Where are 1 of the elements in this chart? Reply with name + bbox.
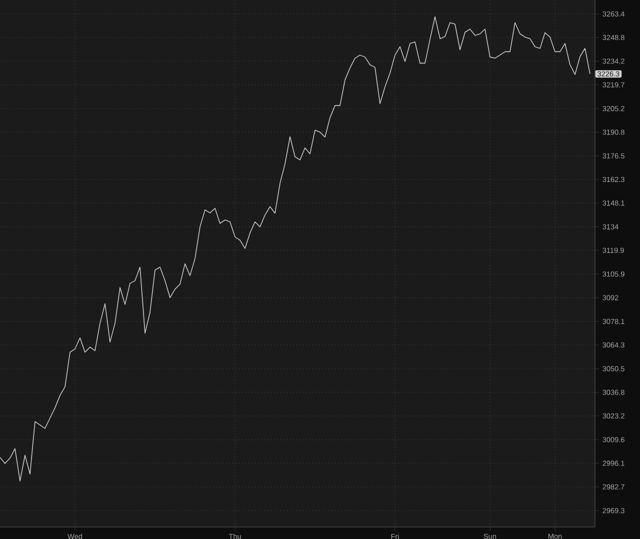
line-series (0, 16, 590, 482)
